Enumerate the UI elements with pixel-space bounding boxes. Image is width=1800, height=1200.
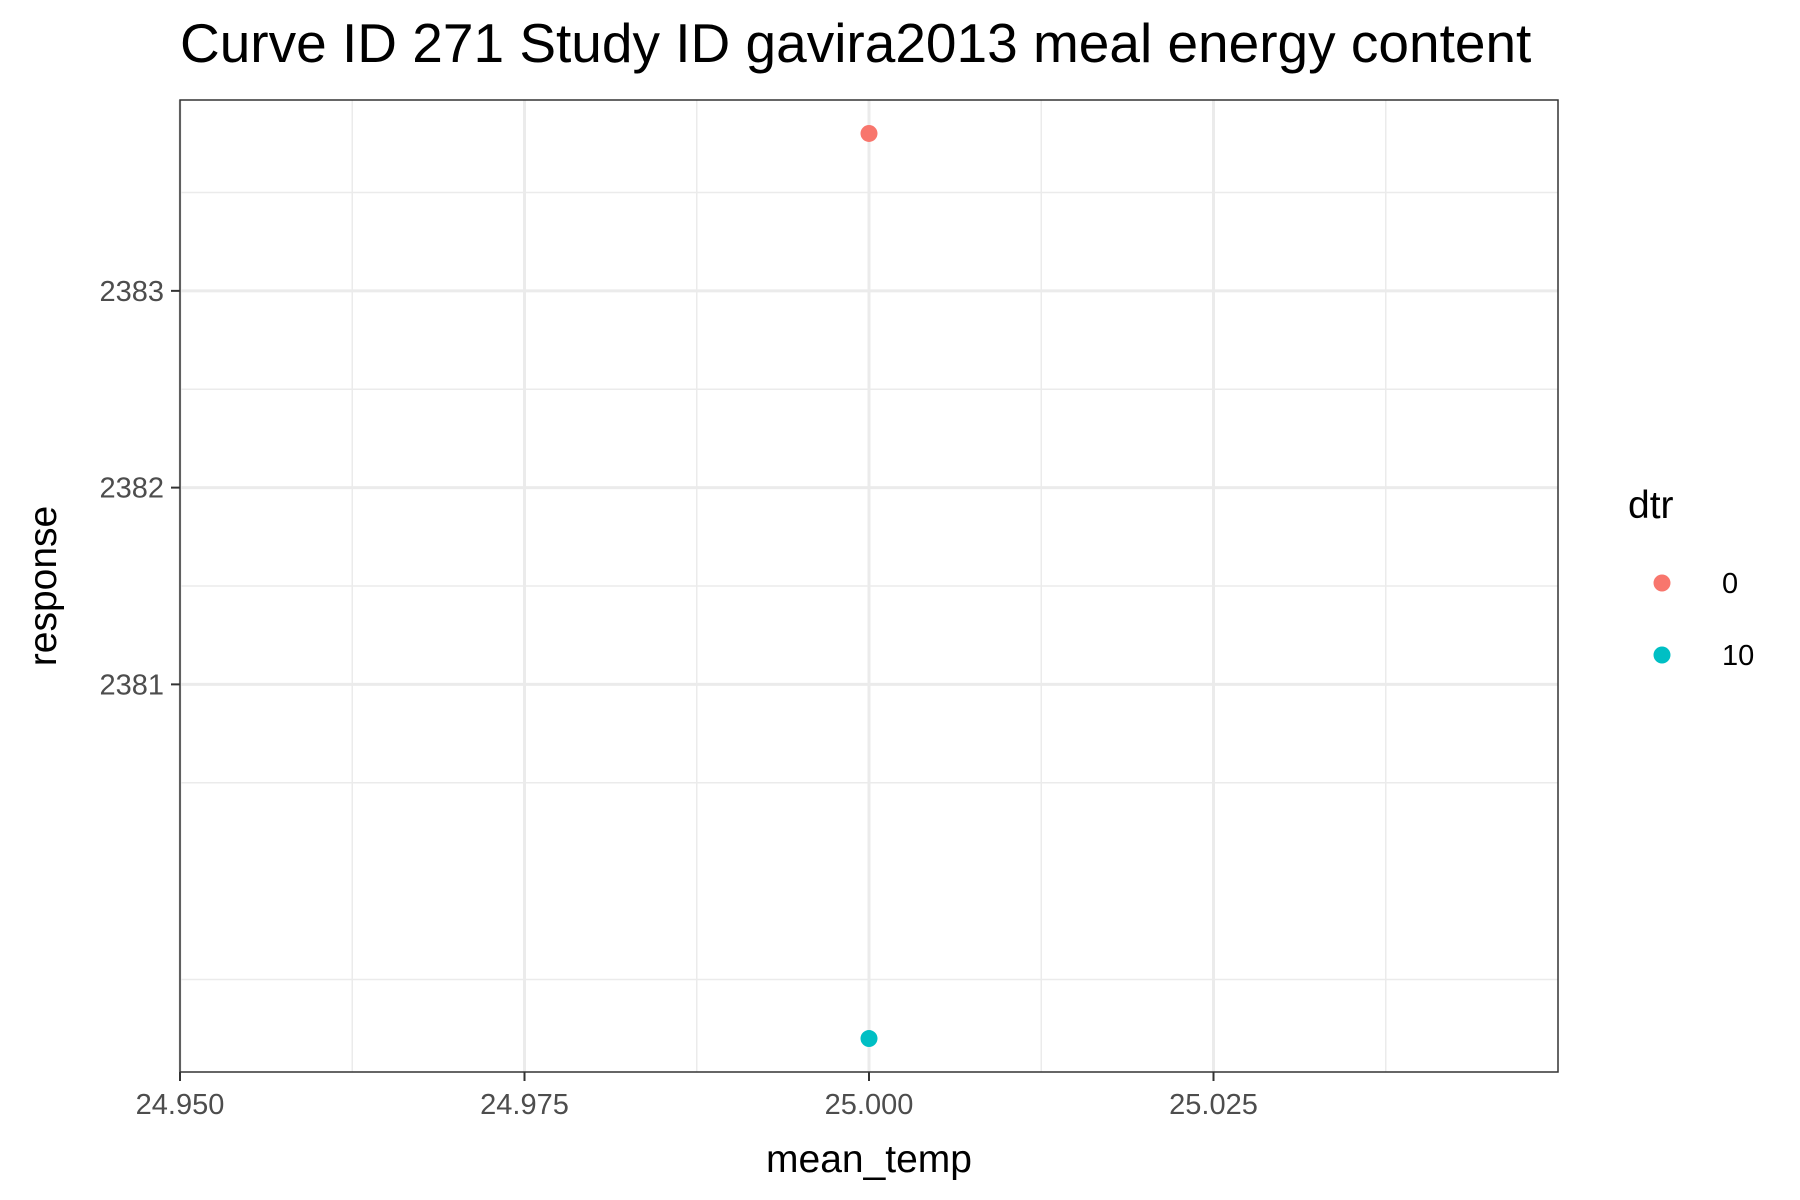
x-axis: 24.950 24.975 25.000 25.025	[136, 1072, 1258, 1121]
data-points	[860, 124, 878, 1048]
legend-label-10: 10	[1722, 640, 1754, 672]
legend-label-0: 0	[1722, 568, 1738, 600]
y-tick-label: 2381	[99, 669, 164, 701]
data-point-dtr-0	[860, 124, 878, 142]
x-axis-title: mean_temp	[766, 1138, 972, 1181]
legend: dtr 0 10	[1628, 484, 1754, 672]
chart-title: Curve ID 271 Study ID gavira2013 meal en…	[180, 12, 1531, 74]
y-axis-title: response	[22, 506, 65, 666]
legend-title: dtr	[1628, 484, 1674, 527]
legend-entries: 0 10	[1653, 568, 1754, 672]
y-tick-label: 2383	[99, 276, 164, 308]
legend-key-0	[1653, 574, 1671, 592]
x-tick-label: 25.000	[825, 1089, 914, 1121]
x-tick-label: 24.975	[480, 1089, 569, 1121]
x-tick-label: 24.950	[136, 1089, 225, 1121]
y-tick-label: 2382	[99, 473, 164, 505]
y-axis: 2381 2382 2383	[99, 276, 180, 701]
x-tick-label: 25.025	[1169, 1089, 1258, 1121]
data-point-dtr-10	[860, 1030, 878, 1048]
legend-key-10	[1653, 646, 1671, 664]
